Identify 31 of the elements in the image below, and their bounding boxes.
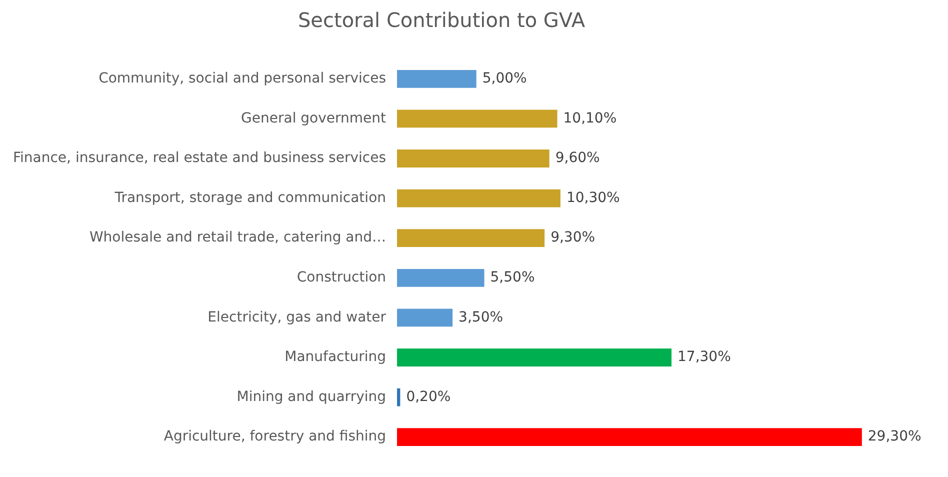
bar	[397, 388, 400, 406]
data-label: 5,50%	[490, 270, 535, 286]
bar	[397, 110, 558, 128]
y-tick-label: Wholesale and retail trade, catering and…	[89, 230, 386, 246]
bar	[397, 308, 453, 327]
data-label: 9,60%	[555, 150, 600, 166]
y-tick-label: Community, social and personal services	[98, 70, 386, 87]
y-tick-label: General government	[241, 110, 387, 126]
bar	[397, 428, 862, 446]
bar	[397, 70, 476, 88]
data-label: 0,20%	[406, 388, 451, 405]
data-label: 3,50%	[458, 309, 504, 326]
bar	[397, 150, 550, 168]
data-label: 17,30%	[678, 349, 731, 366]
bar	[397, 189, 560, 208]
y-tick-label: Manufacturing	[284, 349, 386, 366]
y-tick-label: Electricity, gas and water	[208, 309, 386, 326]
data-label: 10,10%	[563, 110, 617, 126]
bar	[397, 268, 484, 287]
y-tick-label: Finance, insurance, real estate and business services	[12, 150, 386, 166]
y-tick-label: Construction	[296, 270, 386, 286]
data-label: 29,30%	[868, 428, 922, 445]
y-tick-label: Mining and quarrying	[236, 388, 386, 405]
bar	[397, 229, 545, 248]
bar	[397, 348, 672, 366]
y-tick-label: Transport, storage and communication	[114, 190, 386, 206]
data-label: 10,30%	[566, 190, 620, 206]
data-label: 5,00%	[482, 70, 527, 87]
chart-title: Sectoral Contribution to GVA	[298, 8, 586, 32]
y-tick-label: Agriculture, forestry and fishing	[164, 428, 386, 445]
data-label: 9,30%	[550, 230, 596, 246]
